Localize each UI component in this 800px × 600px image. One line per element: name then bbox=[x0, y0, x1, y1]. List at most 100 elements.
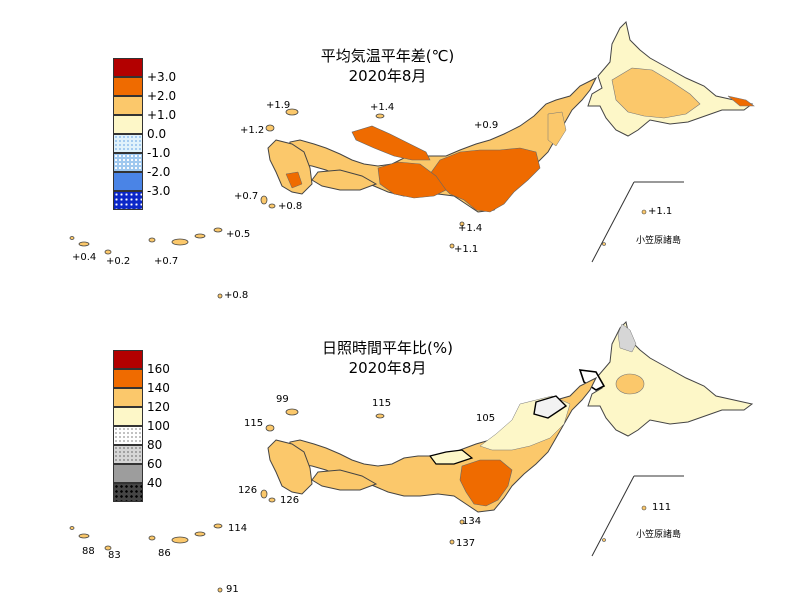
hokkaido-island bbox=[587, 21, 754, 137]
sun-value-yonaguni: 88 bbox=[82, 546, 95, 557]
kyushu-sun bbox=[267, 439, 313, 495]
hokkaido-inner-sun bbox=[615, 373, 645, 395]
value-ishigaki: +0.2 bbox=[106, 256, 131, 267]
legend-label-3: +1.0 bbox=[147, 108, 177, 122]
value-oki: +1.2 bbox=[240, 125, 265, 136]
kyushu-hot bbox=[285, 171, 303, 189]
kanto-hot-sun bbox=[459, 459, 513, 507]
izu-island bbox=[459, 221, 465, 227]
legend-swatch-120 bbox=[113, 388, 143, 407]
value-amami: +0.5 bbox=[226, 229, 251, 240]
honshu-sun bbox=[287, 376, 598, 513]
legend-swatch-cool1 bbox=[113, 134, 143, 153]
noto-island bbox=[375, 113, 385, 119]
legend-swatch-60 bbox=[113, 445, 143, 464]
small-islands-sun bbox=[69, 408, 465, 593]
small-islands bbox=[69, 108, 465, 299]
kanto-hot bbox=[429, 147, 541, 213]
sun-value-amami: 114 bbox=[228, 523, 248, 534]
shikoku-sun bbox=[311, 469, 378, 491]
legend-label-4: 0.0 bbox=[147, 127, 167, 141]
value-izu-south: +1.1 bbox=[454, 244, 479, 255]
sun-legend-label-5: 80 bbox=[147, 438, 163, 452]
sun-legend-label-6: 60 bbox=[147, 457, 163, 471]
sun-value-noto: 115 bbox=[372, 398, 392, 409]
temperature-panel: 平均気温平年差(℃) 2020年8月 +3.0 +2.0 +1.0 0.0 -1… bbox=[69, 21, 755, 301]
ishigaki-island bbox=[104, 249, 112, 255]
okinawa-island bbox=[148, 237, 156, 243]
value-ogasawara: +1.1 bbox=[648, 206, 673, 217]
value-okinawa: +0.7 bbox=[154, 256, 179, 267]
legend-swatch-warm3 bbox=[113, 58, 143, 77]
legend-swatch-cool4 bbox=[113, 191, 143, 210]
sunshine-title-line2: 2020年8月 bbox=[348, 359, 427, 377]
hokkaido-inner bbox=[611, 67, 701, 119]
amami-island-1 bbox=[171, 238, 189, 246]
sunshine-panel: 日照時間平年比(%) 2020年8月 160 140 120 100 80 60… bbox=[0, 300, 800, 600]
legend-label-6: -2.0 bbox=[147, 165, 171, 179]
legend-label-1: +3.0 bbox=[147, 70, 177, 84]
sunshine-title: 日照時間平年比(%) 2020年8月 bbox=[300, 338, 475, 378]
daito-island bbox=[217, 293, 223, 299]
honshu bbox=[287, 76, 598, 213]
hokuriku-light bbox=[428, 449, 474, 465]
hokkaido bbox=[587, 21, 755, 137]
value-sado: +1.9 bbox=[266, 100, 291, 111]
sun-legend-label-1: 160 bbox=[147, 362, 170, 376]
sun-legend-label-3: 120 bbox=[147, 400, 170, 414]
legend-label-7: -3.0 bbox=[147, 184, 171, 198]
sun-value-hachijo: 134 bbox=[462, 516, 482, 527]
legend-swatch-100 bbox=[113, 407, 143, 426]
yonaguni-island-2 bbox=[69, 236, 75, 240]
legend-swatch-cool3 bbox=[113, 172, 143, 191]
tohoku-pacific bbox=[547, 111, 567, 147]
hokkaido-island-sun bbox=[587, 321, 754, 437]
legend-swatch-140 bbox=[113, 369, 143, 388]
legend-label-2: +2.0 bbox=[147, 89, 177, 103]
legend-swatch-80 bbox=[113, 426, 143, 445]
legend-swatch-cool2 bbox=[113, 153, 143, 172]
kinki-hot bbox=[377, 161, 447, 199]
value-goto: +0.7 bbox=[234, 191, 259, 202]
goto-island bbox=[260, 195, 268, 205]
sun-legend-label-4: 100 bbox=[147, 419, 170, 433]
legend-swatch-warm1 bbox=[113, 96, 143, 115]
sunshine-title-line1: 日照時間平年比(%) bbox=[322, 339, 453, 357]
sun-legend-label-7: 40 bbox=[147, 476, 163, 490]
sun-value-north: 105 bbox=[476, 413, 496, 424]
sun-legend-label-2: 140 bbox=[147, 381, 170, 395]
ogasawara-inset-sun bbox=[591, 475, 684, 557]
sun-ogasawara-label: 小笠原諸島 bbox=[636, 530, 682, 540]
sun-value-daito: 91 bbox=[226, 584, 239, 595]
sun-value-izu-south: 137 bbox=[456, 538, 476, 549]
amami-island-3 bbox=[213, 227, 223, 233]
sun-value-ogasawara: 111 bbox=[652, 502, 672, 513]
hokkaido-grey bbox=[617, 323, 637, 353]
amami-island-2 bbox=[194, 233, 206, 239]
sun-value-tsushima: 126 bbox=[280, 495, 300, 506]
hokkaido-east bbox=[727, 95, 755, 107]
legend-swatch-warm0 bbox=[113, 115, 143, 134]
sun-value-goto: 126 bbox=[238, 485, 258, 496]
ogasawara-inset bbox=[591, 181, 684, 263]
value-tsushima: +0.8 bbox=[278, 201, 303, 212]
sunshine-map bbox=[69, 321, 754, 593]
hokuriku-hot bbox=[351, 125, 431, 161]
temperature-title-line2: 2020年8月 bbox=[348, 67, 427, 85]
shikoku bbox=[311, 169, 378, 191]
sun-value-okinawa: 86 bbox=[158, 548, 171, 559]
legend-swatch-40 bbox=[113, 464, 143, 483]
legend-swatch-warm2 bbox=[113, 77, 143, 96]
legend-swatch-160 bbox=[113, 350, 143, 369]
tohoku-grey bbox=[533, 395, 568, 419]
temperature-title: 平均気温平年差(℃) 2020年8月 bbox=[300, 46, 475, 86]
value-noto: +1.4 bbox=[370, 102, 395, 113]
temperature-map bbox=[69, 21, 755, 299]
value-yonaguni: +0.4 bbox=[72, 252, 97, 263]
value-north: +0.9 bbox=[474, 120, 499, 131]
legend-swatch-20 bbox=[113, 483, 143, 502]
ogasawara-label: 小笠原諸島 bbox=[636, 236, 682, 246]
yonaguni-island bbox=[78, 241, 90, 247]
sun-value-ishigaki: 83 bbox=[108, 550, 121, 561]
tsushima-island bbox=[268, 203, 276, 209]
